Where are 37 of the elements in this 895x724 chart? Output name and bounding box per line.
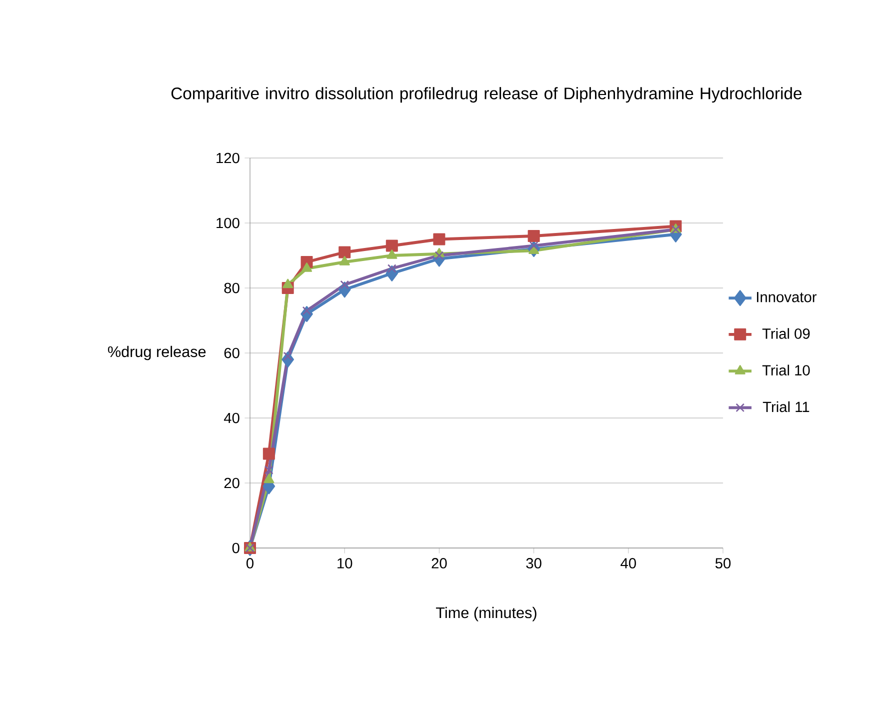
x-tick-label: 40 — [620, 558, 636, 568]
legend-label: Trial 11 — [762, 401, 810, 412]
x-axis-title: Time (minutes) — [436, 606, 536, 622]
y-tick-label: 0 — [232, 542, 240, 554]
point — [302, 306, 312, 316]
point — [264, 466, 274, 474]
x-tick-label: 50 — [715, 558, 731, 568]
legend-label: Trial 09 — [762, 328, 810, 339]
x-tick-label: 30 — [526, 558, 542, 568]
point — [434, 251, 444, 260]
y-tick-label: 20 — [224, 478, 240, 488]
x-tick-label: 0 — [246, 558, 254, 568]
x-tick-label: 20 — [432, 558, 447, 568]
point — [528, 230, 540, 242]
legend-label: Trial 10 — [762, 364, 810, 376]
y-tick-label: 40 — [224, 412, 240, 424]
point — [338, 246, 351, 258]
y-tick-label: 60 — [224, 348, 240, 358]
point — [339, 256, 350, 266]
chart-title: Comparitive invitro dissolution profiledrug release of Diphenhydramine Hydrochloride — [171, 87, 802, 103]
point — [340, 280, 350, 290]
y-tick-label: 120 — [216, 152, 240, 164]
x-tick-label: 10 — [338, 558, 352, 568]
point — [386, 249, 398, 259]
point — [262, 448, 275, 460]
point — [301, 262, 312, 272]
point — [386, 240, 398, 252]
point — [282, 278, 294, 288]
y-axis-title: %drug release — [108, 346, 206, 360]
point — [529, 241, 538, 250]
point — [433, 233, 446, 246]
point — [264, 474, 274, 484]
point — [387, 264, 396, 273]
y-tick-label: 100 — [216, 218, 240, 228]
point — [283, 352, 292, 361]
legend-label: Innovator — [756, 292, 817, 302]
y-tick-label: 80 — [224, 282, 240, 294]
